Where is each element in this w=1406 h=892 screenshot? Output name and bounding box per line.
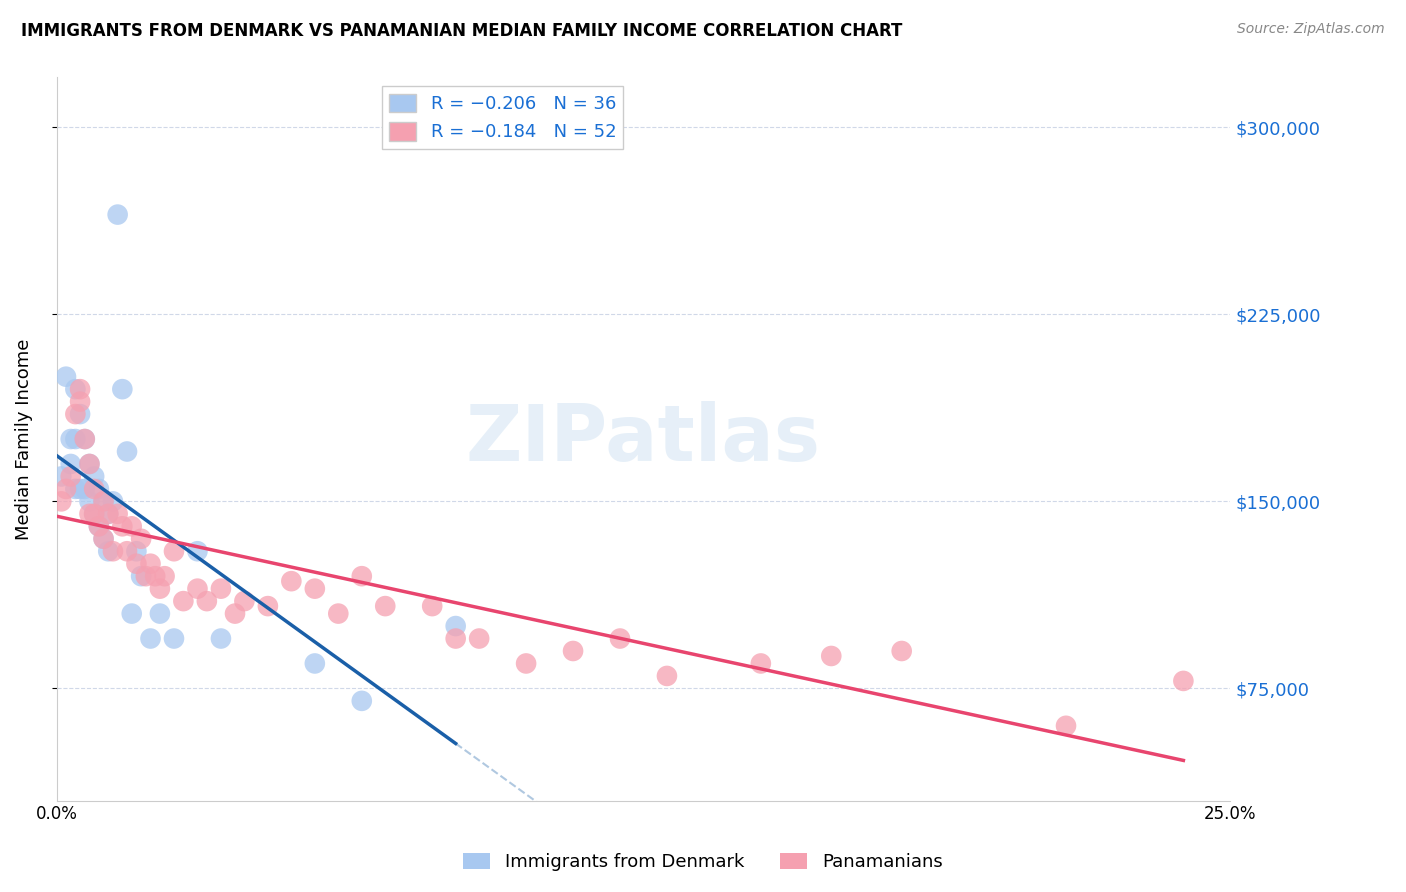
- Point: [186, 544, 208, 558]
- Point: [97, 507, 120, 521]
- Point: [65, 482, 87, 496]
- Point: [135, 569, 157, 583]
- Point: [69, 394, 91, 409]
- Point: [257, 599, 280, 613]
- Point: [350, 694, 373, 708]
- Point: [97, 544, 120, 558]
- Point: [125, 557, 148, 571]
- Point: [101, 494, 124, 508]
- Point: [73, 482, 96, 496]
- Point: [79, 457, 101, 471]
- Point: [115, 444, 138, 458]
- Point: [79, 457, 101, 471]
- Point: [129, 532, 152, 546]
- Point: [129, 569, 152, 583]
- Point: [69, 407, 91, 421]
- Point: [83, 482, 105, 496]
- Point: [65, 382, 87, 396]
- Point: [51, 494, 73, 508]
- Point: [304, 582, 326, 596]
- Point: [69, 482, 91, 496]
- Point: [280, 574, 302, 589]
- Y-axis label: Median Family Income: Median Family Income: [15, 338, 32, 540]
- Text: IMMIGRANTS FROM DENMARK VS PANAMANIAN MEDIAN FAMILY INCOME CORRELATION CHART: IMMIGRANTS FROM DENMARK VS PANAMANIAN ME…: [21, 22, 903, 40]
- Point: [107, 507, 129, 521]
- Point: [73, 432, 96, 446]
- Point: [172, 594, 194, 608]
- Point: [350, 569, 373, 583]
- Point: [87, 519, 110, 533]
- Point: [121, 519, 143, 533]
- Point: [79, 494, 101, 508]
- Point: [153, 569, 176, 583]
- Point: [59, 432, 82, 446]
- Text: Source: ZipAtlas.com: Source: ZipAtlas.com: [1237, 22, 1385, 37]
- Point: [139, 632, 162, 646]
- Point: [83, 507, 105, 521]
- Point: [65, 407, 87, 421]
- Point: [374, 599, 396, 613]
- Point: [87, 482, 110, 496]
- Point: [1173, 673, 1195, 688]
- Point: [93, 494, 115, 508]
- Point: [163, 544, 186, 558]
- Point: [59, 469, 82, 483]
- Point: [69, 382, 91, 396]
- Point: [655, 669, 678, 683]
- Point: [83, 469, 105, 483]
- Point: [468, 632, 491, 646]
- Point: [444, 619, 467, 633]
- Point: [79, 507, 101, 521]
- Point: [163, 632, 186, 646]
- Point: [65, 432, 87, 446]
- Point: [97, 507, 120, 521]
- Point: [111, 519, 134, 533]
- Point: [149, 582, 172, 596]
- Point: [107, 208, 129, 222]
- Point: [111, 382, 134, 396]
- Text: ZIPatlas: ZIPatlas: [465, 401, 821, 477]
- Point: [51, 469, 73, 483]
- Legend: R = −0.206   N = 36, R = −0.184   N = 52: R = −0.206 N = 36, R = −0.184 N = 52: [382, 87, 623, 149]
- Point: [55, 369, 77, 384]
- Point: [1054, 719, 1077, 733]
- Point: [749, 657, 772, 671]
- Point: [121, 607, 143, 621]
- Point: [149, 607, 172, 621]
- Point: [139, 557, 162, 571]
- Point: [55, 482, 77, 496]
- Point: [233, 594, 256, 608]
- Point: [890, 644, 912, 658]
- Point: [444, 632, 467, 646]
- Point: [93, 532, 115, 546]
- Point: [609, 632, 631, 646]
- Point: [87, 519, 110, 533]
- Point: [304, 657, 326, 671]
- Point: [820, 648, 842, 663]
- Point: [224, 607, 246, 621]
- Point: [93, 532, 115, 546]
- Point: [186, 582, 208, 596]
- Point: [328, 607, 350, 621]
- Point: [125, 544, 148, 558]
- Point: [73, 432, 96, 446]
- Point: [93, 494, 115, 508]
- Point: [420, 599, 443, 613]
- Point: [209, 582, 232, 596]
- Point: [195, 594, 218, 608]
- Point: [562, 644, 585, 658]
- Point: [83, 507, 105, 521]
- Legend: Immigrants from Denmark, Panamanians: Immigrants from Denmark, Panamanians: [456, 846, 950, 879]
- Point: [115, 544, 138, 558]
- Point: [143, 569, 166, 583]
- Point: [515, 657, 537, 671]
- Point: [209, 632, 232, 646]
- Point: [101, 544, 124, 558]
- Point: [59, 457, 82, 471]
